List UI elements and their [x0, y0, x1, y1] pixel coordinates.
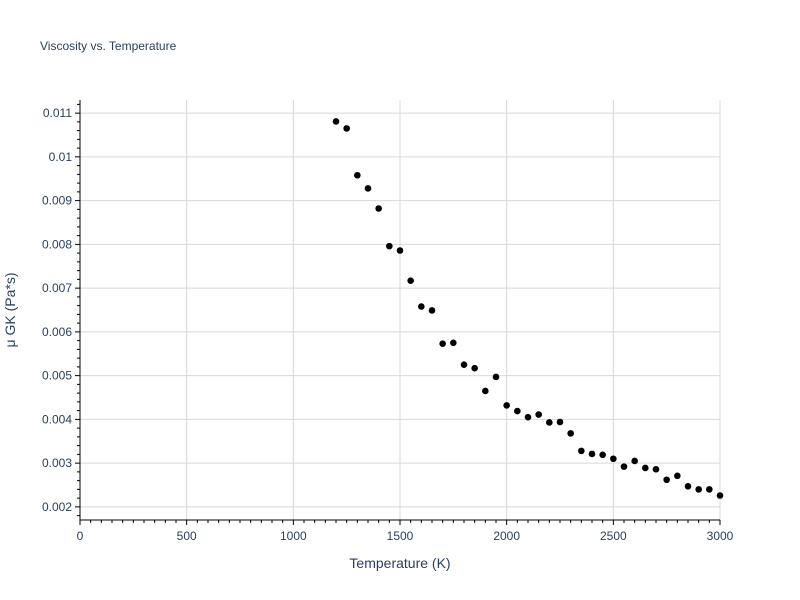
points-layer: [332, 118, 724, 499]
data-point: [599, 451, 606, 459]
x-tick-label: 2000: [493, 529, 520, 543]
data-point: [396, 247, 404, 254]
data-point: [503, 402, 510, 409]
data-point: [482, 387, 489, 395]
data-point: [695, 486, 702, 493]
y-tick-label: 0.004: [42, 412, 72, 426]
y-tick-label: 0.009: [42, 194, 72, 208]
data-point: [620, 463, 628, 470]
data-point: [418, 303, 425, 310]
data-point: [588, 450, 596, 458]
tick-label-layer: 0 500 1000 1500 2000 2500 3000 0.002 0.003 0.004 0…: [42, 106, 734, 543]
data-point: [460, 361, 468, 368]
y-tick-label: 0.005: [42, 369, 72, 383]
data-point: [663, 476, 670, 484]
data-point: [578, 447, 585, 455]
data-point: [439, 340, 446, 347]
x-axis-title: Temperature (K): [349, 555, 450, 571]
chart-title: Viscosity vs. Temperature: [40, 39, 177, 53]
data-point: [354, 171, 361, 179]
y-tick-label: 0.011: [43, 106, 72, 120]
y-tick-label: 0.006: [42, 325, 72, 339]
data-point: [674, 472, 681, 480]
y-axis-title: μ GK (Pa*s): [2, 273, 18, 348]
data-point: [428, 307, 436, 314]
data-point: [706, 486, 713, 493]
data-point: [716, 492, 724, 499]
x-tick-label: 500: [177, 529, 197, 543]
x-tick-label: 0: [77, 529, 84, 543]
data-point: [567, 430, 574, 437]
data-point: [546, 419, 553, 426]
y-tick-label: 0.002: [42, 500, 72, 514]
data-point: [631, 457, 638, 465]
x-tick-label: 2500: [600, 529, 627, 543]
data-point: [343, 125, 350, 132]
data-point: [386, 242, 393, 250]
y-tick-label: 0.01: [49, 150, 73, 164]
data-point: [375, 205, 382, 212]
x-tick-label: 3000: [707, 529, 734, 543]
data-point: [407, 277, 414, 284]
axis-layer: [75, 100, 721, 525]
data-point: [684, 483, 692, 490]
y-tick-label: 0.007: [42, 281, 72, 295]
data-point: [492, 373, 500, 381]
data-point: [332, 118, 340, 125]
data-point: [535, 411, 542, 418]
x-tick-label: 1000: [280, 529, 307, 543]
data-point: [610, 455, 617, 463]
y-tick-label: 0.008: [42, 237, 72, 251]
data-point: [652, 465, 660, 473]
data-point: [450, 339, 457, 347]
y-tick-label: 0.003: [42, 456, 72, 470]
grid-layer: [80, 100, 721, 520]
data-point: [524, 413, 532, 421]
data-point: [642, 464, 649, 472]
data-point: [471, 364, 478, 372]
x-tick-label: 1500: [387, 529, 414, 543]
data-point: [556, 418, 564, 426]
data-point: [514, 407, 521, 415]
data-point: [364, 185, 372, 192]
